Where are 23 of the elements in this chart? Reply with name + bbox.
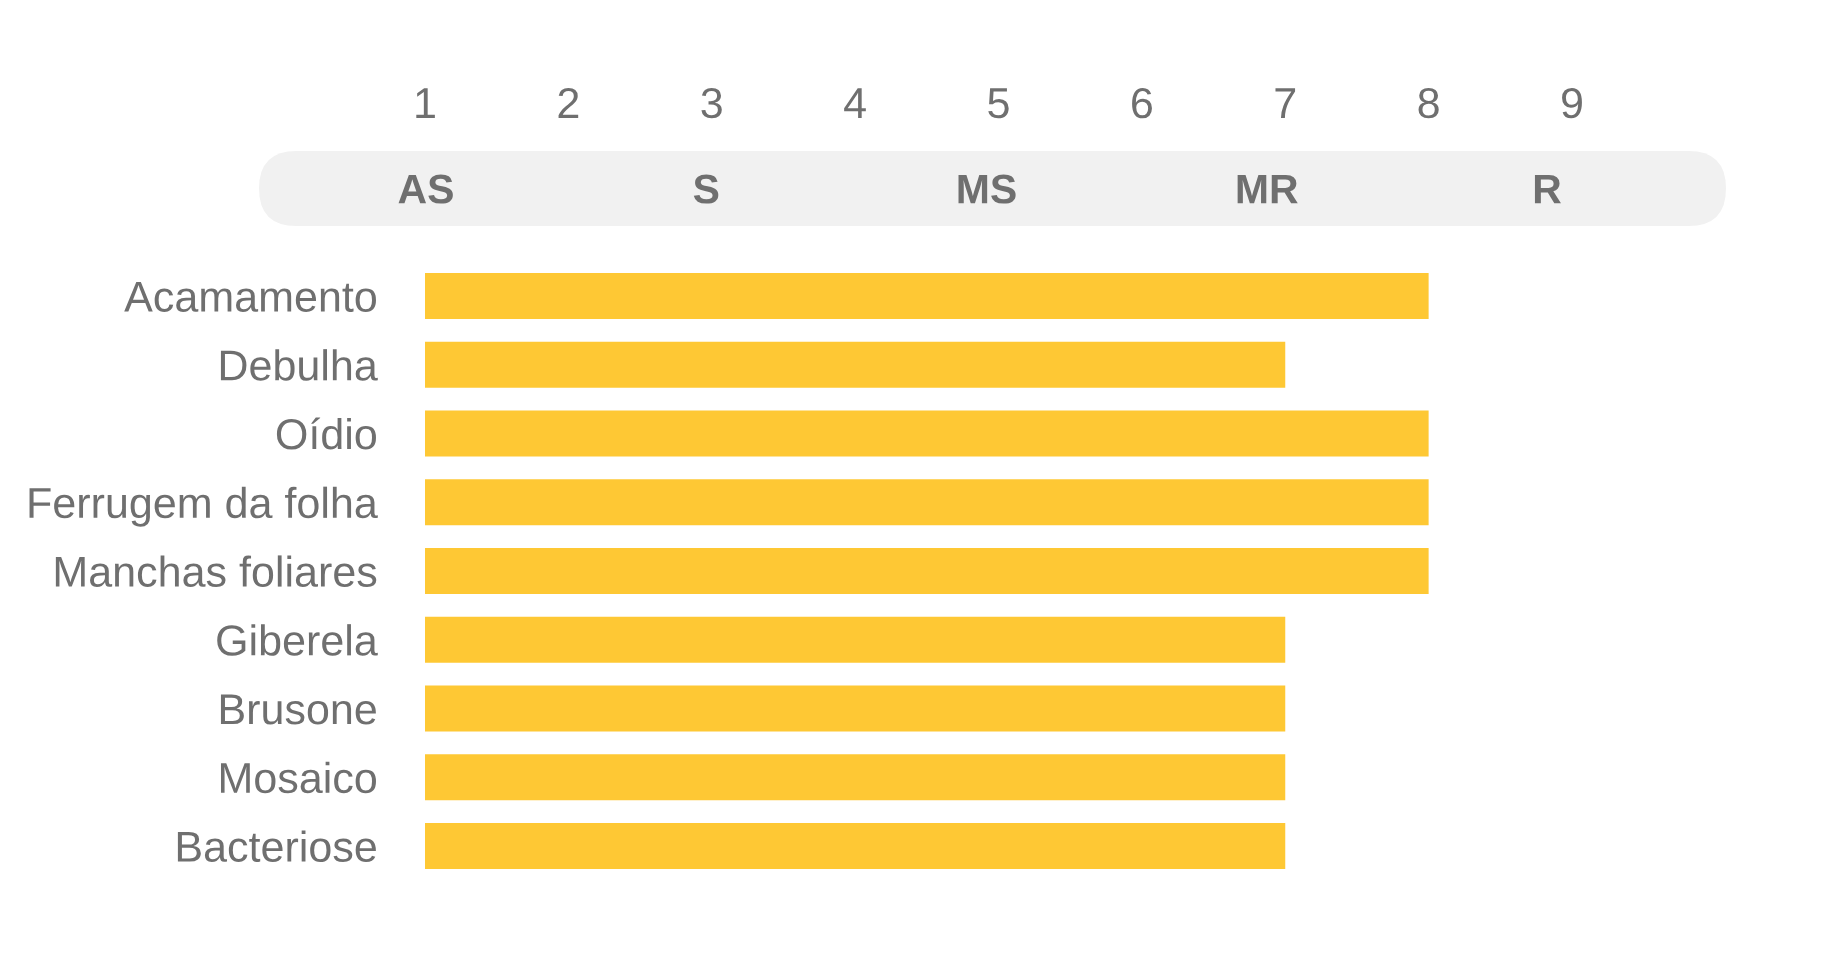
text: MR — [1237, 175, 1298, 204]
y-tick-label: Mosaico — [221, 761, 376, 794]
y-tick-label: Bacteriose — [177, 830, 376, 863]
x-tick-label: 5 — [988, 88, 1009, 119]
text: R — [1534, 175, 1561, 204]
y-tick-label: Giberela — [217, 624, 378, 656]
x-tick-label: 2 — [558, 87, 579, 118]
y-tick-label: Acamamento — [124, 281, 376, 312]
x-tick-label: 8 — [1418, 87, 1439, 119]
y-tick-label: Debulha — [220, 349, 378, 381]
text: MS — [958, 174, 1016, 204]
x-tick-label: 1 — [416, 88, 435, 118]
y-tick-label: Oídio — [276, 417, 376, 450]
text: AS — [398, 174, 453, 204]
y-tick-label: Brusone — [220, 694, 376, 725]
x-tick-label: 4 — [844, 88, 866, 118]
x-tick-label: 3 — [701, 87, 722, 119]
x-tick-label: 9 — [1562, 87, 1582, 119]
x-tick-label: 6 — [1132, 87, 1152, 119]
y-tick-label: Manchas foliares — [55, 555, 377, 588]
text: S — [693, 174, 719, 204]
x-tick-label: 7 — [1275, 88, 1296, 118]
y-tick-label: Ferrugem da folha — [29, 486, 378, 527]
